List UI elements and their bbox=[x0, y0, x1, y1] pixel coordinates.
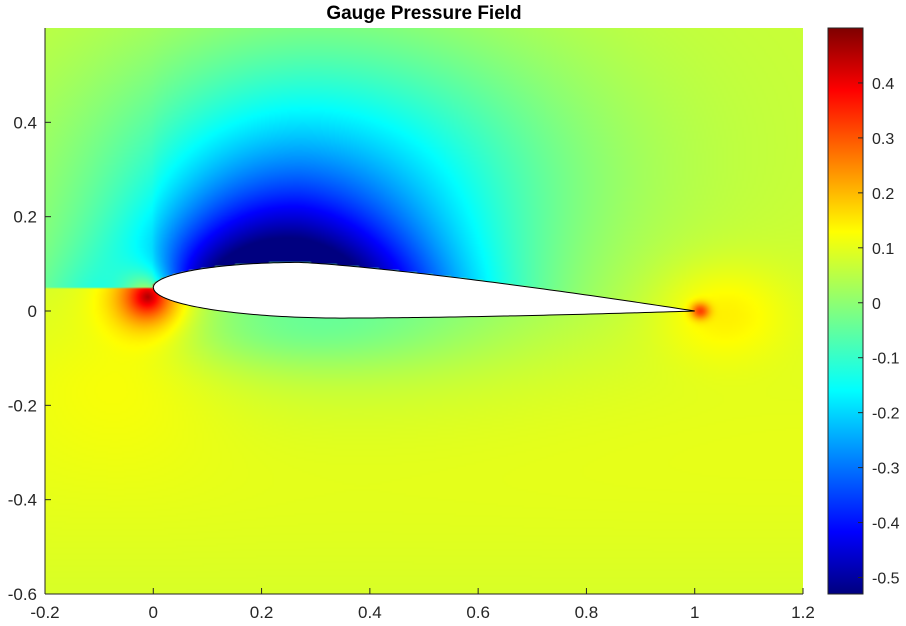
colorbar-tick-label: -0.3 bbox=[872, 461, 900, 478]
colorbar-tick-label: -0.2 bbox=[872, 406, 900, 423]
colorbar-tick-label: 0.2 bbox=[872, 186, 894, 203]
colorbar-tick-label: -0.5 bbox=[872, 571, 900, 588]
y-tick-label: -0.4 bbox=[8, 491, 37, 510]
x-tick-label: 1 bbox=[690, 603, 699, 622]
x-tick-label: 0.6 bbox=[466, 603, 490, 622]
colorbar-gradient bbox=[827, 27, 864, 595]
colorbar-ticks: 0.4 0.3 0.2 0.1 0 -0.1 -0.2 -0.3 -0.4 -0.5 bbox=[858, 76, 900, 588]
colorbar: 0.4 0.3 0.2 0.1 0 -0.1 -0.2 -0.3 -0.4 -0.5 bbox=[827, 27, 900, 595]
colorbar-tick-label: 0.3 bbox=[872, 131, 894, 148]
x-axis-ticks: -0.2 0 0.2 0.4 0.6 0.8 1 1.2 bbox=[30, 588, 815, 622]
chart-title: Gauge Pressure Field bbox=[326, 3, 521, 24]
x-tick-label: 1.2 bbox=[791, 603, 815, 622]
colorbar-tick-label: 0.4 bbox=[872, 76, 894, 93]
x-tick-label: 0.8 bbox=[575, 603, 599, 622]
plot-area bbox=[45, 28, 803, 594]
colorbar-tick-label: -0.4 bbox=[872, 516, 900, 533]
y-tick-label: -0.6 bbox=[8, 585, 37, 604]
x-tick-label: 0 bbox=[149, 603, 158, 622]
y-tick-label: -0.2 bbox=[8, 396, 37, 415]
x-tick-label: -0.2 bbox=[30, 603, 59, 622]
colorbar-tick-label: 0.1 bbox=[872, 241, 894, 258]
y-tick-label: 0.4 bbox=[13, 113, 37, 132]
y-axis-ticks: -0.6 -0.4 -0.2 0 0.2 0.4 bbox=[8, 113, 51, 604]
colorbar-tick-label: 0 bbox=[872, 296, 881, 313]
airfoil-shape bbox=[152, 261, 695, 319]
x-tick-label: 0.4 bbox=[358, 603, 382, 622]
colorbar-tick-label: -0.1 bbox=[872, 351, 900, 368]
y-tick-label: 0.2 bbox=[13, 208, 37, 227]
y-tick-label: 0 bbox=[28, 302, 37, 321]
x-tick-label: 0.2 bbox=[250, 603, 274, 622]
